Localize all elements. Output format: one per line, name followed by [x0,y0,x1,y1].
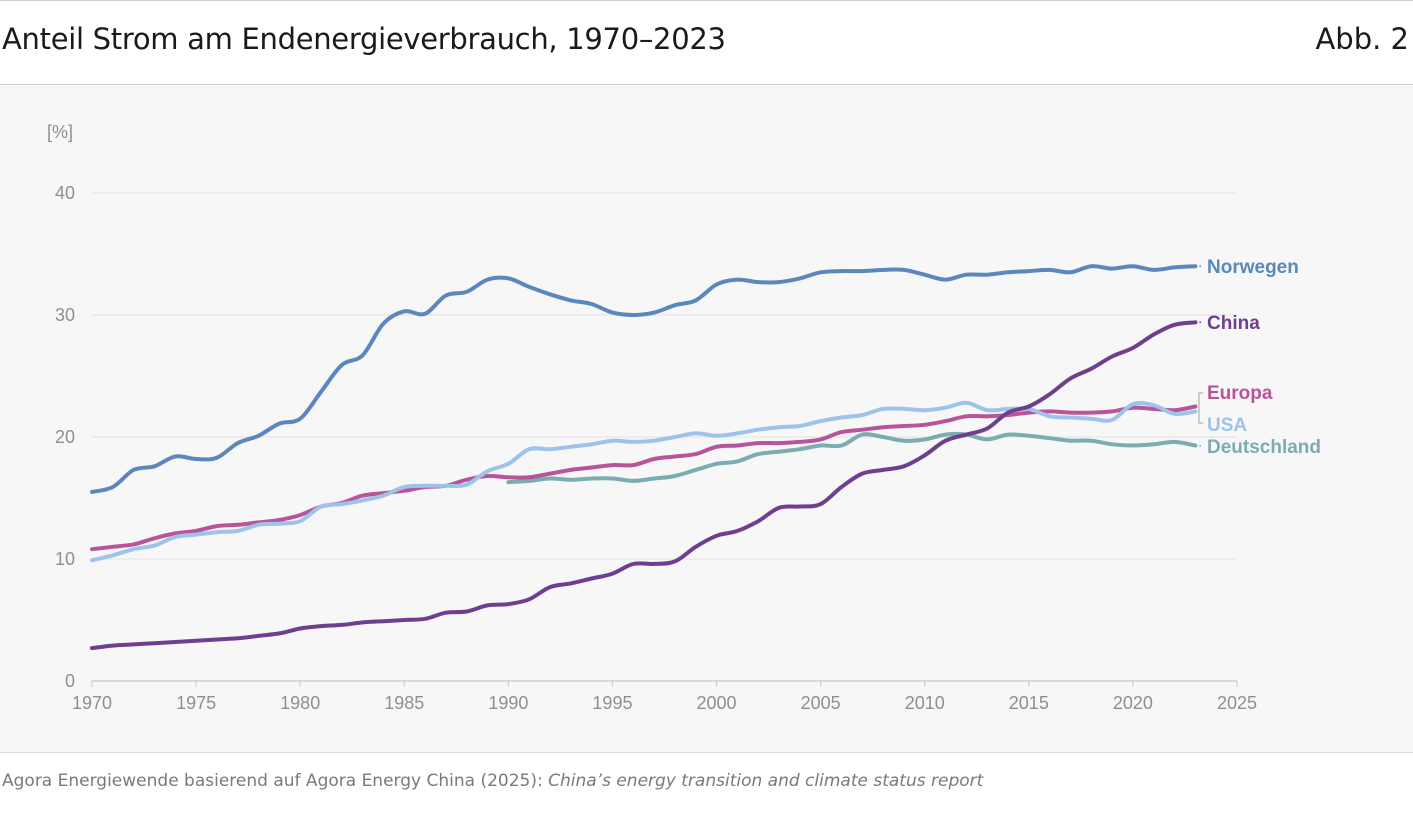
top-rule [0,0,1413,1]
x-tick-label: 2000 [697,693,737,713]
y-tick-label: 30 [55,305,75,325]
y-tick-label: 10 [55,549,75,569]
series-labels: Deutschland Europa USA China Norwegen [1198,257,1321,458]
series-line-deutschland [506,431,1198,485]
series-lines [90,264,1198,651]
series-label-deutschland: Deutschland [1207,437,1321,458]
source-prefix: Agora Energiewende basierend auf Agora E… [2,771,549,791]
x-tick-label: 1985 [384,693,424,713]
chart-title: Anteil Strom am Endenergieverbrauch, 197… [2,22,726,56]
figure-header: Anteil Strom am Endenergieverbrauch, 197… [0,0,1413,85]
x-tick-label: 1975 [176,693,216,713]
x-tick-label: 2020 [1113,693,1153,713]
y-axis-label: [%] [47,122,73,142]
y-tick-label: 40 [55,183,75,203]
x-tick-label: 1990 [488,693,528,713]
series-label-usa: USA [1207,415,1247,436]
source-note: Agora Energiewende basierend auf Agora E… [2,771,983,791]
x-tick-label: 2010 [905,693,945,713]
figure-number: Abb. 2 [1315,22,1409,56]
series-line-usa [90,400,1198,563]
x-tick-label: 2005 [801,693,841,713]
x-tick-label: 2015 [1009,693,1049,713]
series-label-china: China [1207,313,1260,334]
source-report-title: China’s energy transition and climate st… [548,771,984,791]
label-bracket [1198,392,1203,424]
series-line-europa [90,404,1198,552]
x-tick-label: 2025 [1217,693,1257,713]
x-axis-ticks: 1970 1975 1980 1985 1990 1995 2000 2005 2010 2015… [72,681,1257,713]
y-axis-ticks: 0 10 20 30 40 [55,183,75,691]
y-tick-label: 20 [55,427,75,447]
x-tick-label: 1980 [280,693,320,713]
series-line-norwegen [90,264,1198,494]
series-label-norwegen: Norwegen [1207,257,1299,278]
series-label-europa: Europa [1207,383,1273,404]
x-tick-label: 1970 [72,693,112,713]
plot-area-background [0,86,1413,753]
series-line-china [90,320,1198,651]
x-tick-label: 1995 [592,693,632,713]
y-tick-label: 0 [65,671,75,691]
